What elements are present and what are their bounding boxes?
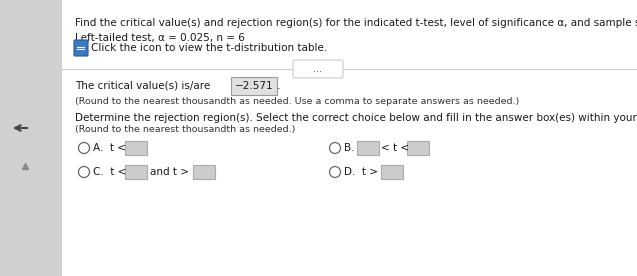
FancyBboxPatch shape [231, 77, 277, 95]
Bar [125, 141, 147, 155]
Text: The critical value(s) is/are: The critical value(s) is/are [75, 81, 210, 91]
Text: C.  t <: C. t < [93, 167, 126, 177]
FancyBboxPatch shape [74, 40, 88, 56]
Text: A.  t <: A. t < [93, 143, 126, 153]
Text: and t >: and t > [150, 167, 189, 177]
Bar [193, 165, 215, 179]
Bar [407, 141, 429, 155]
Text: < t <: < t < [381, 143, 409, 153]
Text: Click the icon to view the t-distribution table.: Click the icon to view the t-distributio… [91, 43, 327, 53]
Bar [125, 165, 147, 179]
Circle shape [78, 142, 90, 153]
Text: B.: B. [344, 143, 355, 153]
Text: Determine the rejection region(s). Select the correct choice below and fill in t: Determine the rejection region(s). Selec… [75, 113, 637, 123]
Circle shape [329, 142, 341, 153]
Text: Find the critical value(s) and rejection region(s) for the indicated t-test, lev: Find the critical value(s) and rejection… [75, 18, 637, 28]
Text: (Round to the nearest thousandth as needed.): (Round to the nearest thousandth as need… [75, 125, 296, 134]
Bar [0, 0, 62, 276]
Text: ...: ... [313, 64, 322, 74]
Text: −2.571: −2.571 [234, 81, 273, 91]
Text: Left-tailed test, α = 0.025, n = 6: Left-tailed test, α = 0.025, n = 6 [75, 33, 245, 43]
FancyBboxPatch shape [293, 60, 343, 78]
Text: .: . [277, 81, 281, 91]
Text: (Round to the nearest thousandth as needed. Use a comma to separate answers as n: (Round to the nearest thousandth as need… [75, 97, 519, 106]
Bar [381, 165, 403, 179]
Circle shape [78, 166, 90, 177]
Bar [357, 141, 379, 155]
Text: D.  t >: D. t > [344, 167, 378, 177]
Circle shape [329, 166, 341, 177]
